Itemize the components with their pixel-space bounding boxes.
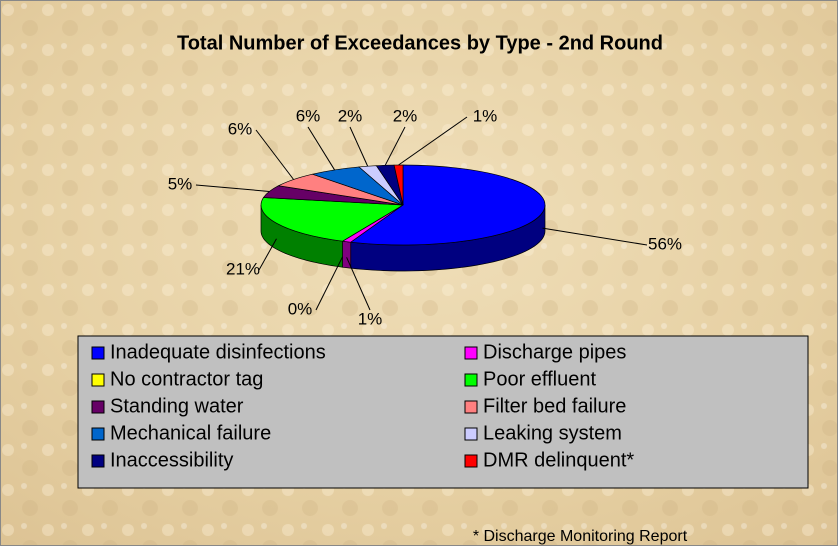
legend-label: Poor effluent [483, 368, 596, 390]
leader-line [398, 116, 468, 166]
chart-title: Total Number of Exceedances by Type - 2n… [177, 32, 663, 54]
legend-swatch [91, 373, 105, 387]
legend-label: Mechanical failure [110, 422, 271, 444]
legend-swatch [91, 400, 105, 414]
data-label: 1% [358, 309, 383, 328]
slice [260, 197, 405, 242]
leader-line [346, 257, 371, 311]
leader-line [315, 256, 343, 311]
leader-line [307, 126, 336, 171]
footnote: * Discharge Monitoring Report [473, 528, 688, 545]
leader-line [542, 227, 648, 246]
leader-line [384, 126, 406, 166]
data-label: 6% [296, 106, 321, 125]
legend-swatch [464, 400, 478, 414]
legend-swatch [91, 454, 105, 468]
legend-label: Standing water [110, 395, 244, 417]
leader-line [349, 126, 369, 167]
legend-label: Inaccessibility [110, 449, 233, 471]
legend-label: Filter bed failure [483, 395, 626, 417]
legend-label: DMR delinquent* [483, 449, 634, 471]
leader-line [258, 238, 277, 271]
legend-label: Inadequate disinfections [110, 341, 326, 363]
legend-swatch [91, 427, 105, 441]
slice [349, 164, 546, 246]
data-label: 2% [338, 106, 363, 125]
legend-label: No contractor tag [110, 368, 263, 390]
data-label: 5% [168, 174, 193, 193]
data-label: 1% [473, 106, 498, 125]
data-label: 56% [648, 234, 682, 253]
leader-line [195, 184, 270, 192]
legend-box [77, 335, 809, 489]
legend-swatch [464, 346, 478, 360]
data-label: 21% [226, 259, 260, 278]
data-label: 2% [393, 106, 418, 125]
legend-swatch [464, 454, 478, 468]
legend-label: Leaking system [483, 422, 622, 444]
data-label: 6% [228, 119, 253, 138]
leader-line [255, 129, 294, 180]
legend-label: Discharge pipes [483, 341, 626, 363]
legend-swatch [464, 427, 478, 441]
legend-swatch [91, 346, 105, 360]
data-label: 0% [288, 299, 313, 318]
legend-swatch [464, 373, 478, 387]
